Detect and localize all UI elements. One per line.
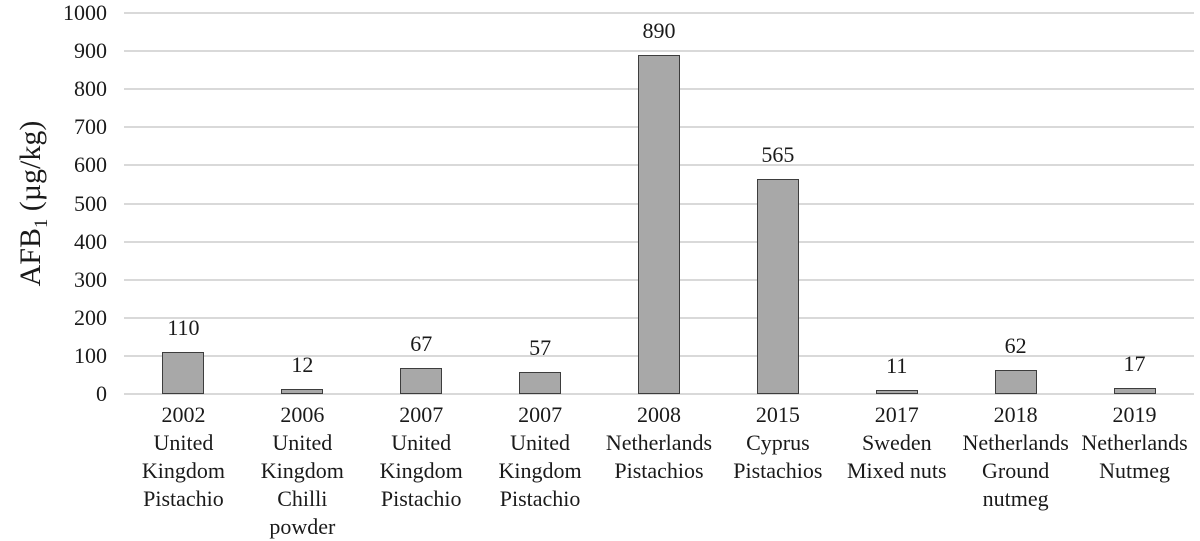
y-gridline bbox=[124, 393, 1194, 395]
x-category-label: 2015 Cyprus Pistachios bbox=[733, 402, 823, 483]
x-category-label: 2017 Sweden Mixed nuts bbox=[846, 402, 947, 483]
y-tick-label: 600 bbox=[74, 152, 107, 178]
x-category-label: 2019 Netherlands Nutmeg bbox=[1081, 402, 1188, 483]
bar-value-label: 110 bbox=[167, 315, 200, 341]
x-category-label: 2006 United Kingdom Chilli powder bbox=[260, 402, 344, 539]
y-tick-label: 400 bbox=[74, 228, 107, 254]
bar bbox=[638, 54, 680, 394]
y-tick-label: 0 bbox=[96, 381, 107, 406]
bar-value-label: 57 bbox=[529, 335, 552, 361]
x-category-label: 2018 Netherlands Ground nutmeg bbox=[962, 402, 1069, 511]
y-tick-label: 200 bbox=[74, 304, 107, 330]
bar-value-label: 17 bbox=[1123, 350, 1146, 376]
bar bbox=[281, 389, 324, 394]
bar-value-label: 565 bbox=[761, 141, 795, 167]
bar bbox=[162, 352, 205, 394]
y-tick-label: 100 bbox=[74, 342, 107, 368]
bar-value-label: 12 bbox=[291, 352, 314, 378]
y-tick-label: 900 bbox=[74, 38, 107, 64]
x-category-label: 2007 United Kingdom Pistachio bbox=[379, 402, 463, 511]
bar bbox=[994, 370, 1037, 394]
y-axis-title-subscript: 1 bbox=[30, 218, 52, 229]
bar-value-label: 890 bbox=[642, 17, 676, 43]
bar bbox=[519, 372, 562, 394]
y-tick-label: 700 bbox=[74, 114, 107, 140]
bar-value-label: 62 bbox=[1004, 333, 1027, 359]
y-tick-label: 300 bbox=[74, 266, 107, 292]
y-gridline bbox=[124, 12, 1194, 14]
bar bbox=[400, 368, 443, 394]
x-category-label: 2008 Netherlands Pistachios bbox=[605, 402, 713, 483]
bar bbox=[1113, 387, 1156, 394]
y-tick-label: 500 bbox=[74, 190, 107, 216]
bar-value-label: 67 bbox=[410, 331, 433, 357]
y-tick-label: 1000 bbox=[63, 0, 107, 25]
y-tick-label: 800 bbox=[74, 76, 107, 102]
y-gridline bbox=[124, 50, 1194, 53]
x-category-label: 2007 United Kingdom Pistachio bbox=[498, 402, 582, 511]
x-category-label: 2002 United Kingdom Pistachio bbox=[141, 402, 225, 511]
bar-value-label: 11 bbox=[886, 352, 908, 378]
bar bbox=[875, 389, 918, 394]
bar bbox=[756, 178, 799, 394]
